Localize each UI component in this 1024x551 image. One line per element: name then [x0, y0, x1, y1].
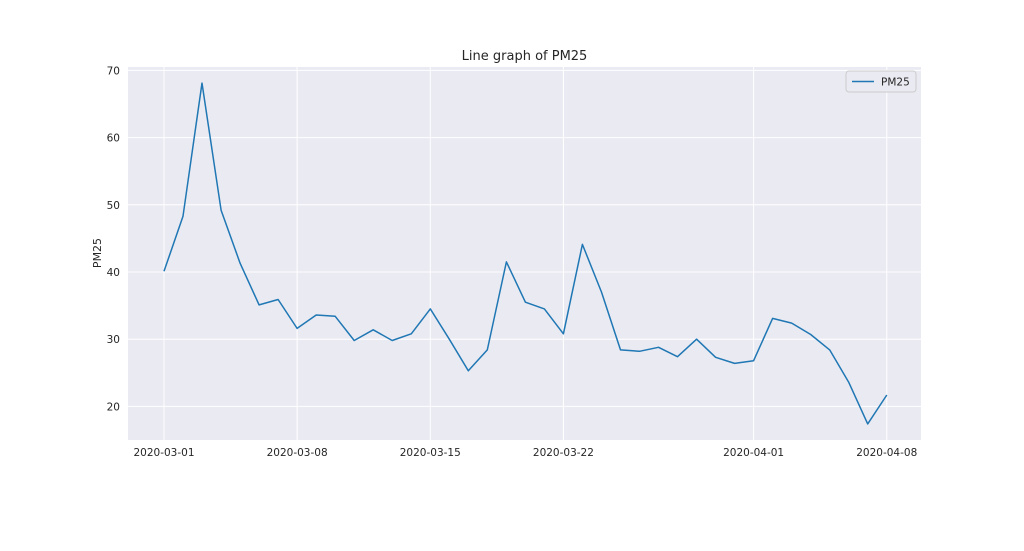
chart-title: Line graph of PM25 [462, 49, 588, 64]
x-tick-label: 2020-03-22 [533, 447, 594, 459]
y-tick-label: 40 [107, 267, 120, 279]
y-tick-label: 50 [107, 200, 120, 212]
y-tick-label: 20 [107, 401, 120, 413]
x-tick-label: 2020-04-08 [856, 447, 917, 459]
y-tick-label: 70 [107, 65, 120, 77]
y-axis-title: PM25 [91, 238, 104, 268]
y-tick-label: 30 [107, 334, 120, 346]
tick-labels: 20 30 40 50 60 70 2020-03-01 2020-03-08 2020-03-… [107, 65, 918, 459]
legend-label: PM25 [881, 77, 910, 89]
x-tick-label: 2020-03-15 [400, 447, 461, 459]
grid-lines [128, 67, 921, 440]
series-layer [163, 82, 888, 425]
plot-area [128, 67, 921, 440]
legend-box [845, 70, 917, 93]
x-tick-label: 2020-03-08 [267, 447, 328, 459]
y-tick-label: 60 [107, 133, 120, 145]
x-tick-label: 2020-04-01 [723, 447, 784, 459]
legend: PM25 [845, 70, 917, 93]
x-tick-label: 2020-03-01 [133, 447, 194, 459]
